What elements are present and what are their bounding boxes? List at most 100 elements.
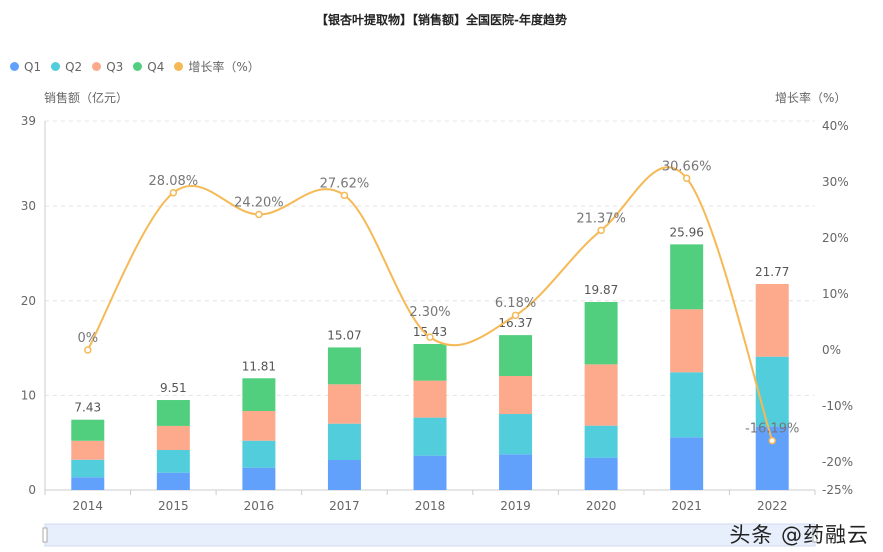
bar-q4-2016: [242, 378, 276, 411]
total-label: 15.07: [327, 328, 361, 342]
bar-q1-2019: [499, 454, 533, 490]
growth-point: [682, 174, 691, 183]
growth-label: 30.66%: [662, 159, 712, 174]
legend-dot-icon: [10, 62, 19, 71]
bar-q2-2021: [670, 372, 704, 438]
bar-q1-2020: [584, 457, 618, 490]
y2-tick-label: -10%: [822, 399, 853, 413]
legend-dot-icon: [92, 62, 102, 71]
total-label: 11.81: [242, 359, 276, 373]
y2-tick-label: 40%: [822, 119, 849, 133]
x-tick-label: 2016: [244, 499, 275, 513]
growth-point: [511, 311, 520, 320]
growth-point: [340, 191, 349, 200]
bar-q3-2015: [156, 425, 190, 450]
bar-q1-2021: [670, 437, 704, 490]
bar-q2-2015: [156, 449, 190, 473]
bar-q2-2019: [499, 414, 533, 455]
bar-q3-2021: [670, 309, 704, 373]
bar-q3-2022: [755, 284, 789, 357]
y-axis-title: 销售额（亿元）: [44, 91, 129, 105]
bar-q2-2014: [71, 459, 105, 478]
x-tick-label: 2015: [158, 499, 189, 513]
bar-q2-2017: [327, 423, 361, 461]
growth-point: [84, 346, 92, 354]
legend-label: Q3: [106, 59, 124, 74]
growth-label: -16.19%: [745, 422, 799, 437]
y-tick-label: 0: [28, 483, 36, 497]
bar-q2-2020: [584, 425, 618, 458]
legend-item-growth[interactable]: 增长率（%）: [174, 58, 260, 75]
bar-q3-2018: [413, 380, 447, 418]
bar-q4-2017: [327, 347, 361, 385]
growth-label: 27.62%: [320, 176, 370, 191]
legend-item-q4[interactable]: Q4: [133, 58, 164, 75]
total-label: 7.43: [74, 401, 101, 415]
bar-q1-2018: [413, 455, 447, 490]
growth-label: 6.18%: [495, 296, 536, 311]
legend-label: Q4: [147, 59, 165, 74]
legend-dot-icon: [133, 62, 143, 71]
y-tick-label: 20: [21, 294, 36, 308]
y2-tick-label: 10%: [822, 287, 849, 301]
legend-label: Q2: [65, 59, 83, 74]
bar-q2-2018: [413, 417, 447, 456]
bar-q3-2017: [327, 384, 361, 424]
bar-q1-2015: [156, 472, 190, 490]
slider-handle-left[interactable]: [42, 527, 48, 543]
growth-label: 28.08%: [149, 174, 199, 189]
bar-q4-2014: [71, 419, 105, 441]
bar-q4-2015: [156, 400, 190, 426]
x-tick-label: 2020: [586, 499, 617, 513]
bar-q3-2016: [242, 410, 276, 441]
bar-q1-2016: [242, 467, 276, 490]
y2-tick-label: -25%: [822, 483, 853, 497]
growth-point: [169, 189, 178, 197]
growth-point: [768, 436, 776, 445]
legend: Q1 Q2 Q3 Q4 增长率（%）: [10, 58, 260, 75]
bar-q2-2022: [755, 356, 789, 427]
growth-point: [597, 226, 605, 235]
bar-q3-2014: [71, 440, 105, 460]
y2-axis-title: 增长率（%）: [775, 91, 847, 105]
y2-tick-label: -20%: [822, 455, 853, 469]
total-label: 16.37: [498, 316, 532, 330]
data-zoom-slider[interactable]: [44, 523, 816, 547]
growth-point: [426, 333, 434, 341]
growth-label: 2.30%: [409, 305, 450, 320]
legend-item-q2[interactable]: Q2: [51, 58, 82, 75]
bar-q1-2017: [327, 460, 361, 490]
y-tick-label: 39: [21, 114, 36, 128]
total-label: 9.51: [160, 381, 187, 395]
x-tick-label: 2021: [671, 499, 702, 513]
y2-tick-label: 20%: [822, 231, 849, 245]
growth-point: [255, 210, 263, 219]
x-tick-label: 2022: [757, 499, 788, 513]
legend-dot-icon: [174, 62, 184, 71]
legend-item-q3[interactable]: Q3: [92, 58, 123, 75]
growth-label: 0%: [77, 331, 98, 346]
x-tick-label: 2018: [415, 499, 446, 513]
legend-label: Q1: [24, 59, 42, 74]
y-tick-label: 30: [21, 199, 36, 213]
bar-q2-2016: [242, 440, 276, 468]
y2-tick-label: 0%: [822, 343, 841, 357]
y-tick-label: 10: [21, 388, 36, 402]
bar-q3-2020: [584, 364, 618, 426]
bar-q4-2019: [499, 335, 533, 376]
legend-item-q1[interactable]: Q1: [10, 58, 41, 75]
x-tick-label: 2014: [73, 499, 104, 513]
legend-label: 增长率（%）: [188, 60, 260, 74]
bar-q4-2021: [670, 244, 704, 310]
slider-handle-right[interactable]: [812, 527, 818, 543]
x-tick-label: 2017: [329, 499, 360, 513]
total-label: 21.77: [755, 265, 789, 279]
bar-q4-2020: [584, 301, 618, 365]
watermark: 头条 @药融云: [729, 523, 869, 547]
chart-title: 【银杏叶提取物】【销售额】全国医院-年度趋势: [316, 13, 567, 27]
y2-tick-label: 30%: [822, 175, 849, 189]
bar-q4-2018: [413, 344, 447, 381]
x-tick-label: 2019: [500, 499, 531, 513]
bar-q1-2014: [71, 477, 105, 490]
